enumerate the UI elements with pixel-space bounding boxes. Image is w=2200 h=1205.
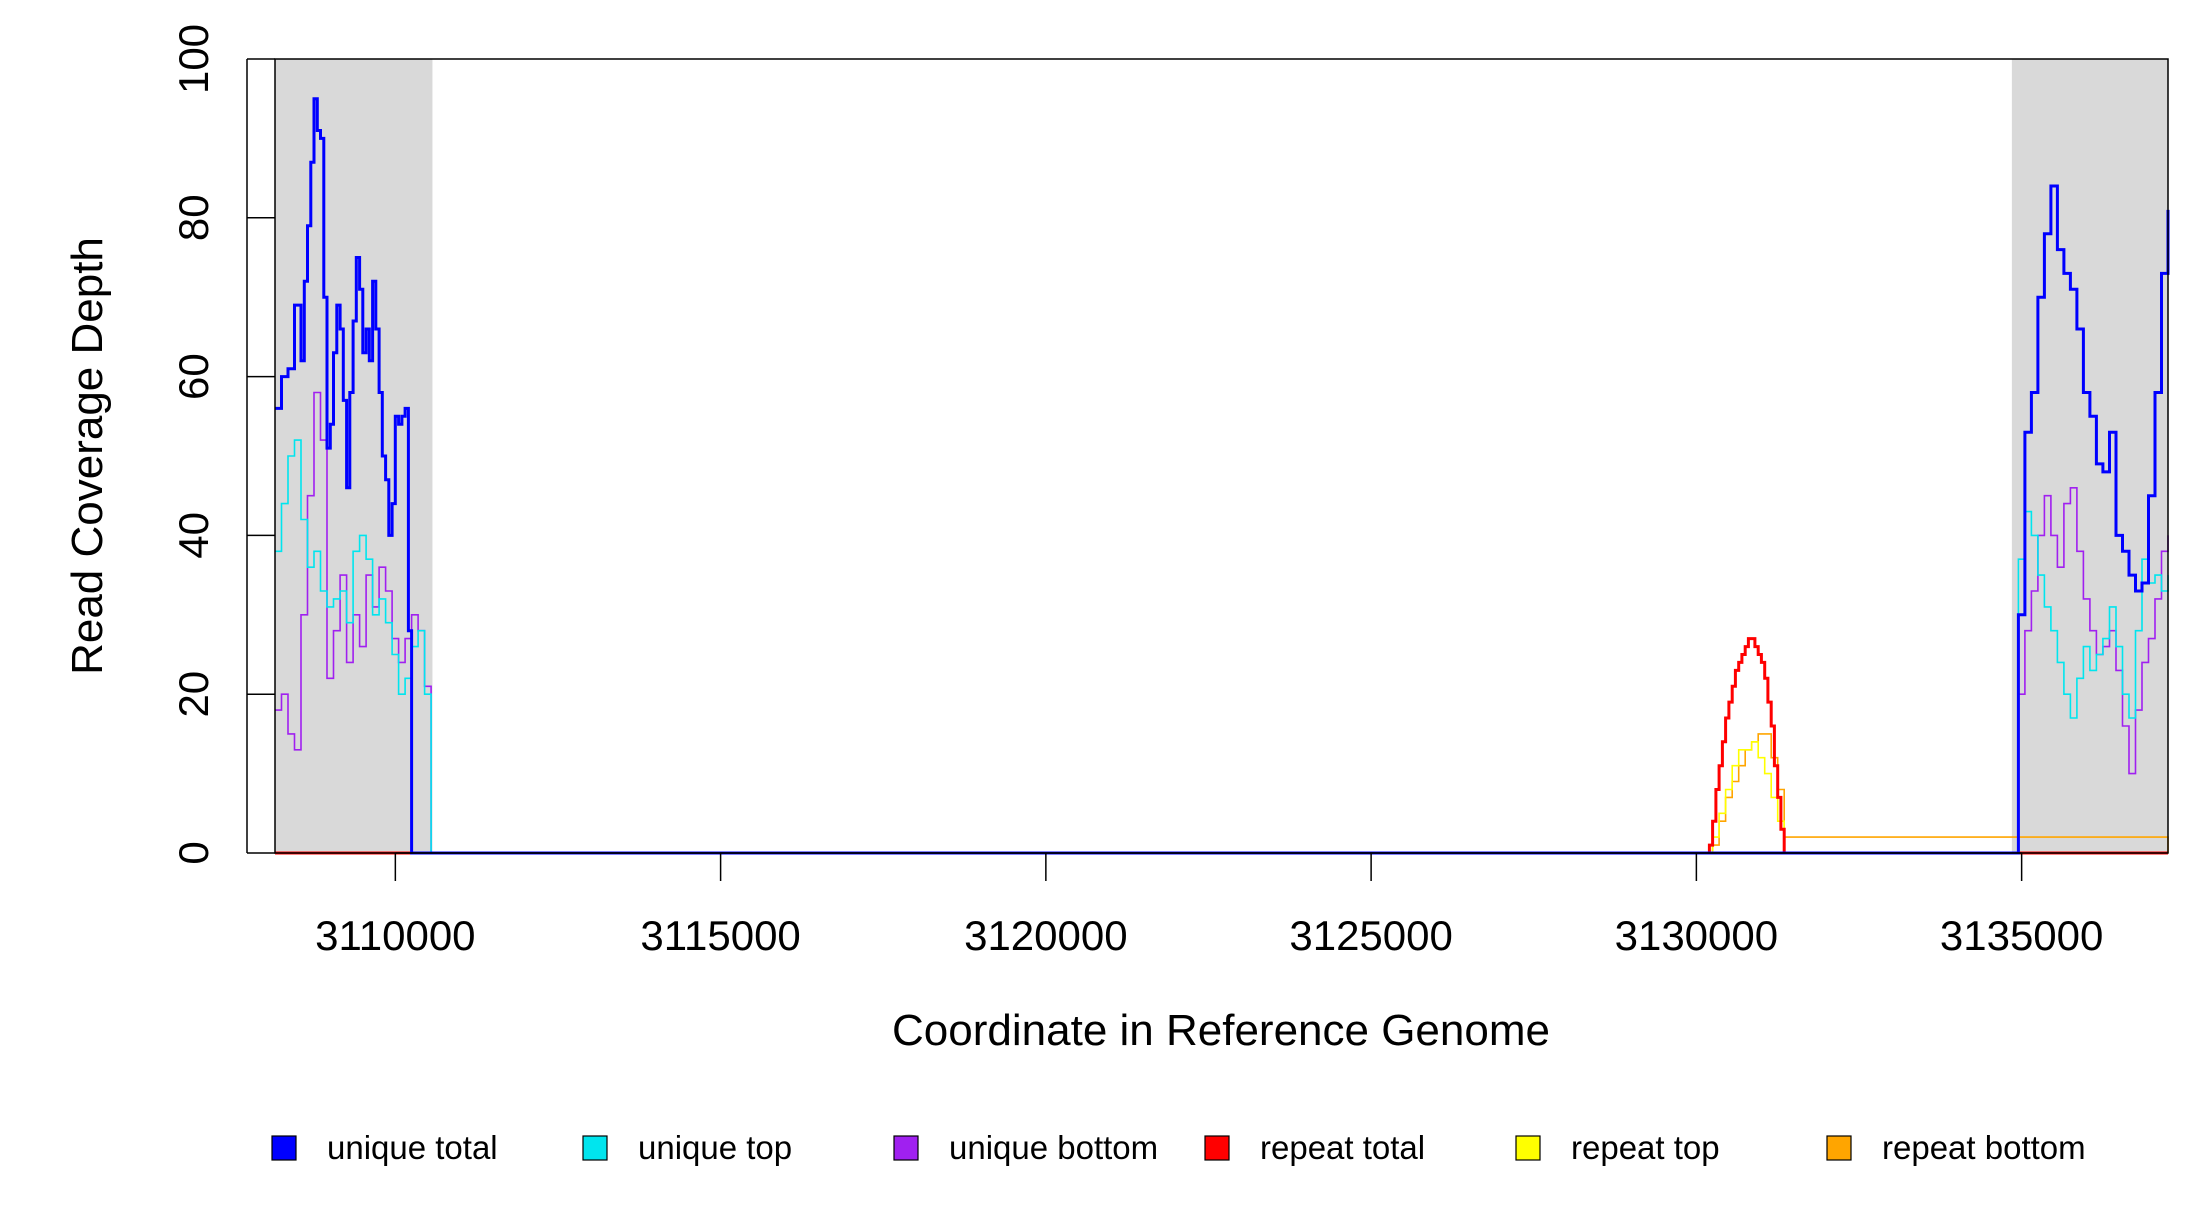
legend-swatch	[893, 1135, 919, 1161]
x-tick-label: 3120000	[964, 912, 1128, 959]
legend-item-repeat-top: repeat top	[1515, 1129, 1720, 1166]
legend-swatch	[271, 1135, 297, 1161]
x-tick-label: 3125000	[1289, 912, 1453, 959]
legend-label: unique bottom	[949, 1129, 1158, 1166]
x-tick-label: 3115000	[640, 912, 800, 959]
legend-label: unique total	[327, 1129, 498, 1166]
legend-label: repeat bottom	[1882, 1129, 2086, 1166]
legend-swatch	[1204, 1135, 1230, 1161]
legend-item-repeat-bottom: repeat bottom	[1826, 1129, 2086, 1166]
x-tick-label: 3130000	[1615, 912, 1779, 959]
y-axis-label: Read Coverage Depth	[63, 237, 112, 675]
series-line-unique-top	[275, 439, 2169, 854]
plot-frame	[274, 58, 2169, 854]
legend-item-unique-total: unique total	[271, 1129, 498, 1166]
y-tick-label: 100	[170, 24, 217, 94]
x-tick-label: 3135000	[1940, 912, 2104, 959]
shaded-region-2	[2011, 59, 2168, 853]
y-tick-label: 80	[170, 194, 217, 241]
series-line-unique-total	[275, 97, 2170, 855]
legend-item-repeat-total: repeat total	[1204, 1129, 1425, 1166]
shaded-regions	[275, 59, 2168, 853]
y-tick-label: 0	[170, 841, 217, 864]
axes: 0 20 40 60 80 100 3110000 3115000 3120000 3125000…	[170, 24, 2103, 959]
legend-swatch	[582, 1135, 608, 1161]
legend-swatch	[1826, 1135, 1852, 1161]
y-tick-label: 60	[170, 353, 217, 400]
legend: unique total unique top unique bottom repea…	[271, 1129, 2086, 1166]
x-axis-label: Coordinate in Reference Genome	[892, 1006, 1550, 1055]
legend-swatch	[1515, 1135, 1541, 1161]
x-tick-label: 3110000	[315, 912, 475, 959]
y-tick-label: 20	[170, 671, 217, 718]
series-lines	[275, 97, 2170, 855]
series-line-repeat-bottom	[275, 733, 2169, 854]
legend-item-unique-bottom: unique bottom	[893, 1129, 1158, 1166]
legend-label: repeat top	[1571, 1129, 1720, 1166]
series-line-repeat-total	[275, 637, 2168, 855]
series-line-unique-bottom	[275, 391, 2169, 854]
legend-item-unique-top: unique top	[582, 1129, 792, 1166]
legend-label: repeat total	[1260, 1129, 1425, 1166]
legend-label: unique top	[638, 1129, 792, 1166]
y-tick-label: 40	[170, 512, 217, 559]
